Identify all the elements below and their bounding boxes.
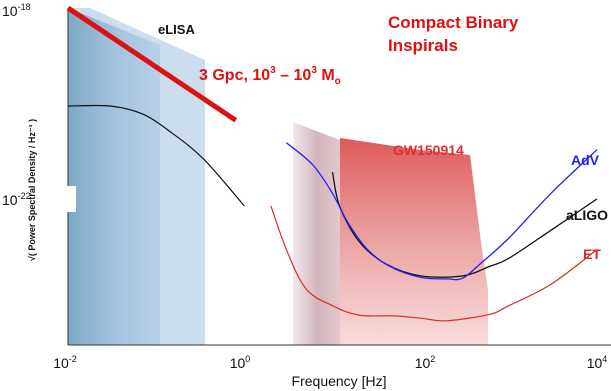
gw150914-label: GW150914: [393, 142, 464, 158]
elisa-curve: [67, 104, 245, 207]
ground-region: [293, 122, 340, 345]
y-axis-title: √( Power Spectral Density / Hz⁻¹ ): [27, 119, 37, 261]
et-label: ET: [583, 246, 601, 262]
inspiral-band-label: 3 Gpc, 103 – 103 Mo: [199, 65, 341, 87]
adv-label: AdV: [571, 152, 600, 168]
gw150914-region: [340, 138, 488, 345]
x-tick-labels: 10-2 100 102 104: [53, 354, 607, 371]
y-tick-label-mask: [58, 186, 76, 212]
y-tick-labels: 10-18 10-22: [2, 2, 31, 208]
y-tick-label: 10-18: [2, 2, 31, 19]
elisa-region-light: [68, 8, 205, 345]
x-tick-label: 102: [415, 354, 436, 371]
adv-curve: [285, 142, 598, 281]
aligo-curve: [331, 171, 598, 278]
x-tick-label: 100: [230, 354, 251, 371]
compact-binary-inspiral-band: [66, 5, 238, 123]
elisa-label: eLISA: [158, 22, 195, 37]
elisa-region-dark: [68, 8, 160, 345]
x-axis-title: Frequency [Hz]: [292, 373, 387, 389]
series-layer: [66, 5, 598, 322]
et-curve: [270, 205, 598, 322]
annotations: eLISA Compact Binary Inspirals 3 Gpc, 10…: [158, 13, 608, 262]
regions-layer: [68, 8, 488, 345]
axes: [58, 8, 611, 346]
x-tick-label: 104: [587, 354, 608, 371]
aligo-label: aLIGO: [566, 207, 608, 223]
x-tick-label: 10-2: [53, 354, 77, 371]
compact-binary-title-line2: Inspirals: [388, 36, 458, 55]
compact-binary-title-line1: Compact Binary: [388, 13, 519, 32]
y-tick-label: 10-22: [2, 191, 31, 208]
